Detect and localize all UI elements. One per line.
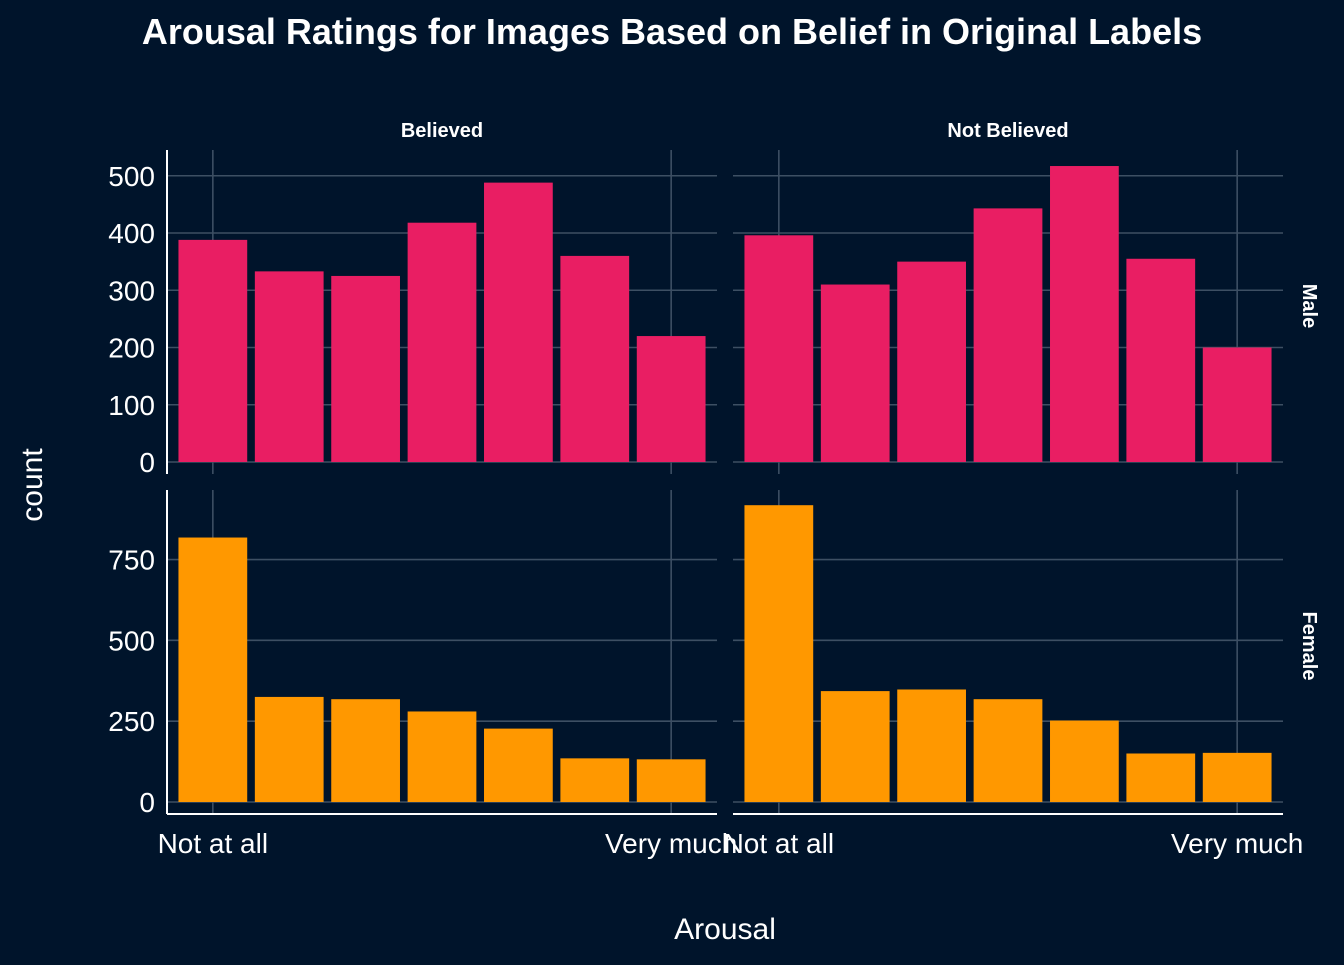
x-tick-label-2-1: Not at all <box>724 828 835 859</box>
strip-label-male: Male <box>1298 284 1320 328</box>
panel-female-believed-bar-5 <box>484 728 553 802</box>
x-tick-label-1-1: Not at all <box>158 828 269 859</box>
panel-female-believed-bar-1 <box>178 537 248 802</box>
panel-male-believed-bar-7 <box>636 336 706 462</box>
panel-female-believed-bar-2 <box>254 696 324 802</box>
strip-label-believed: Believed <box>401 120 483 142</box>
panel-female-not-believed-bar-5 <box>1050 720 1119 802</box>
panel-male-believed-y-tick-label-200: 200 <box>108 333 155 364</box>
panel-female-believed-bar-3 <box>331 699 400 802</box>
x-tick-label-2-2: Very much <box>1171 828 1303 859</box>
panel-female-not-believed-bar-7 <box>1202 752 1272 802</box>
panel-male-not-believed-bar-4 <box>973 208 1043 462</box>
panel-male-believed-bar-3 <box>331 275 400 462</box>
panel-male-believed-y-tick-label-100: 100 <box>108 390 155 421</box>
panel-male-believed-bar-1 <box>178 239 248 462</box>
panel-male-believed-bar-2 <box>254 271 324 462</box>
panel-male-not-believed-bar-6 <box>1126 258 1196 462</box>
panel-female-not-believed-bar-2 <box>820 691 890 802</box>
panel-female-believed-bar-7 <box>636 759 706 802</box>
panel-female-not-believed-bar-3 <box>897 689 966 802</box>
panel-female-not-believed-bar-6 <box>1126 753 1196 802</box>
strip-label-female: Female <box>1298 612 1320 681</box>
panel-male-not-believed-bar-7 <box>1202 347 1272 462</box>
panel-female-believed-y-tick-label-250: 250 <box>108 706 155 737</box>
panel-male-not-believed-bar-5 <box>1050 166 1119 462</box>
panel-male-believed-y-tick-label-400: 400 <box>108 218 155 249</box>
panel-male-believed-bar-5 <box>484 182 553 462</box>
panel-male-not-believed-bar-2 <box>820 284 890 462</box>
panels: Believed Not Believed Male 0 100 200 300 400 500… <box>108 120 1320 859</box>
panel-male-believed-bar-4 <box>407 222 477 462</box>
panel-female-believed-bar-4 <box>407 711 477 802</box>
panel-male-not-believed-bar-1 <box>744 235 814 462</box>
y-axis-title: count <box>16 448 49 522</box>
panel-female-not-believed-bar-4 <box>973 699 1043 802</box>
panel-female-believed-y-tick-label-0: 0 <box>139 787 155 818</box>
panel-male-believed-bar-6 <box>560 255 630 462</box>
x-axis-title: Arousal <box>674 913 776 946</box>
chart-title: Arousal Ratings for Images Based on Beli… <box>142 11 1202 52</box>
panel-male-believed-y-tick-label-0: 0 <box>139 447 155 478</box>
panel-female-not-believed-bar-1 <box>744 505 814 802</box>
panel-female-believed-y-tick-label-750: 750 <box>108 545 155 576</box>
panel-male-not-believed-bar-3 <box>897 261 966 462</box>
panel-female-believed-bar-6 <box>560 758 630 802</box>
panel-male-believed-y-tick-label-300: 300 <box>108 275 155 306</box>
panel-male-believed-y-tick-label-500: 500 <box>108 161 155 192</box>
strip-label-not-believed: Not Believed <box>947 120 1068 142</box>
panel-female-believed-y-tick-label-500: 500 <box>108 625 155 656</box>
x-tick-label-1-2: Very much <box>605 828 737 859</box>
